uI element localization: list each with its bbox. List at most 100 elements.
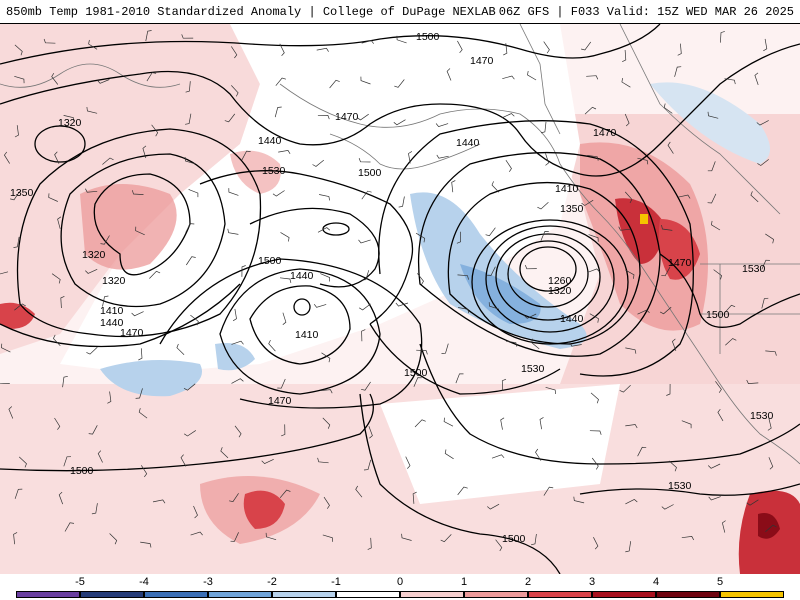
wind-barb [501,378,507,391]
wind-barb [708,496,721,501]
wind-barb [231,340,244,345]
wind-barb [456,231,461,244]
wind-barb [102,295,109,307]
wind-barb [0,382,10,384]
wind-barb [97,79,110,84]
wind-barb [711,220,721,231]
contour-label: 1410 [555,183,579,195]
wind-barb [441,343,449,354]
wind-barb [715,381,722,393]
wind-barb [358,157,371,163]
wind-barb [279,489,291,499]
wind-barb [317,227,331,233]
wind-barb [186,256,196,266]
wind-barb [624,191,633,204]
wind-barb [281,424,286,437]
wind-barb [765,350,777,356]
colorbar-segment [528,591,592,598]
wind-barb [491,454,505,459]
max-anomaly-spot [640,214,648,224]
wind-barb [282,312,287,325]
wind-barb [184,430,196,437]
wind-barb [414,419,426,428]
wind-barb [395,302,409,307]
wind-barb [313,303,327,308]
colorbar-tick-label: -4 [139,576,149,588]
wind-barb [590,392,599,404]
wind-barb [138,348,143,361]
wind-barb [322,534,334,542]
wind-barb [58,491,64,505]
wind-barb [444,449,454,460]
wind-barb [455,373,464,384]
wind-barb [707,193,717,204]
wind-barb [487,503,500,510]
wind-barb [488,302,500,310]
wind-barb [587,155,599,161]
colorbar-segment [400,591,464,598]
contour-label: 1530 [262,165,286,177]
contour-label: 1470 [593,127,617,139]
wind-barbs [0,30,777,553]
wind-barb [502,75,515,80]
wind-barb [763,38,768,52]
positive-anomaly-area [80,184,177,270]
wind-barb [329,79,340,89]
wind-barb [185,81,191,93]
wind-barb [43,38,56,44]
wind-barb [60,295,65,309]
wind-barb [637,309,650,315]
wind-barb [625,347,637,354]
colorbar-legend: -5 -4 -3 -2 -1 0 1 2 3 4 5 [0,574,800,600]
colorbar-tick-label: 3 [588,576,596,588]
wind-barb [619,384,631,393]
wind-barb [587,268,600,273]
wind-barb [145,30,152,42]
wind-barb [131,190,144,195]
wind-barb [569,342,582,347]
contour-label: 1440 [258,135,282,147]
wind-barb [451,180,456,193]
wind-barb [359,303,371,311]
contour-label-group: 1500 1470 1470 1470 1320 1440 1530 1500 … [10,31,774,545]
wind-barb [765,233,774,244]
contour-label: 1500 [70,465,94,477]
wind-barb [505,160,512,172]
map-panel: 1500 1470 1470 1470 1320 1440 1530 1500 … [0,24,800,574]
wind-barb [661,266,671,277]
wind-barb [495,539,503,552]
wind-barb [581,199,594,206]
wind-barb [394,79,405,88]
wind-barb [625,498,638,505]
coastlines [0,24,800,465]
wind-barb [63,456,72,467]
strong-positive-anomaly [243,490,285,529]
wind-barb [625,269,635,279]
contour-label: 1320 [102,275,126,287]
wind-barb [320,389,333,394]
wind-barb [188,189,199,198]
wind-barb [142,145,147,159]
wind-barb [524,264,537,270]
contour-label: 1410 [100,305,124,317]
wind-barb [14,125,19,138]
wind-barb [457,274,469,280]
wind-barb [317,114,330,120]
wind-barb [416,349,428,355]
wind-barb [398,196,405,208]
colorbar-segment [208,591,272,598]
wind-barb [10,191,20,201]
contour-label: 1320 [82,249,106,261]
wind-barb [707,463,721,469]
wind-barb [589,430,602,435]
negative-anomaly-area [650,82,770,164]
wind-barb [220,447,229,459]
wind-barb [435,123,449,128]
wind-barb [625,541,632,553]
wind-barb [637,157,649,165]
wind-barb [443,417,454,427]
neutral-anomaly-area [380,384,620,504]
wind-barb [756,120,769,126]
wind-barb [668,460,677,472]
contour-label: 1440 [290,270,314,282]
